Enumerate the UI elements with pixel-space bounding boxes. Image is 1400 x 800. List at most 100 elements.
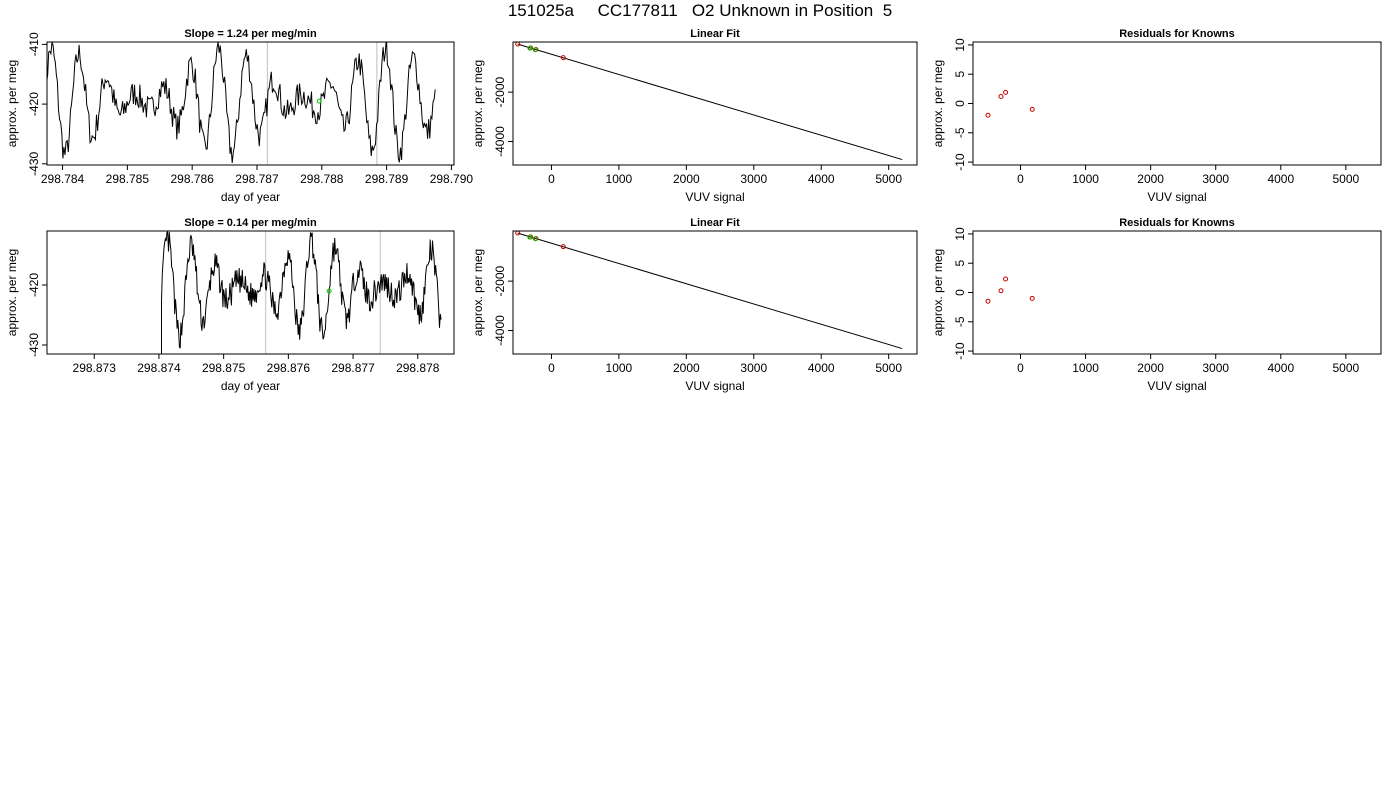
x-tick-label: 3000	[1202, 361, 1229, 375]
x-tick-label: 298.874	[137, 361, 181, 375]
y-tick-label: -10	[953, 342, 967, 360]
x-tick-label: 2000	[673, 172, 700, 186]
x-tick-label: 3000	[740, 361, 767, 375]
unknown-point	[316, 98, 322, 104]
x-axis-title: day of year	[221, 190, 280, 204]
x-tick-label: 1000	[1072, 172, 1099, 186]
plot-area	[47, 42, 436, 165]
series-line	[47, 42, 436, 164]
x-tick-label: 0	[548, 172, 555, 186]
plot-frame	[512, 41, 918, 166]
x-tick-label: 298.876	[267, 361, 311, 375]
unknown-point	[527, 45, 533, 51]
y-tick-label: -4000	[493, 315, 507, 346]
known-point	[560, 55, 566, 61]
y-tick-label: -430	[27, 151, 41, 175]
plot-frame	[46, 230, 455, 355]
y-tick-label: -420	[27, 92, 41, 116]
y-tick-label: 10	[953, 227, 967, 241]
x-tick-label: 0	[1017, 361, 1024, 375]
x-tick-label: 298.785	[106, 172, 150, 186]
panel-res2: Residuals for Knowns 0 1000 2000 3000 4000 500…	[931, 217, 1382, 393]
x-tick-label: 5000	[1333, 172, 1360, 186]
unknown-point	[326, 288, 332, 294]
unknown-point	[532, 236, 538, 242]
y-axis-title: approx. per meg	[5, 60, 19, 147]
x-tick-label: 0	[548, 361, 555, 375]
x-tick-label: 3000	[740, 172, 767, 186]
x-axis-title: day of year	[221, 379, 280, 393]
plot-frame	[512, 230, 918, 355]
known-point	[985, 298, 991, 304]
fit-line	[517, 232, 903, 350]
plot-frame	[972, 41, 1382, 166]
y-tick-label: -10	[953, 153, 967, 171]
known-point	[985, 112, 991, 118]
x-axis-title: VUV signal	[685, 190, 744, 204]
x-tick-label: 298.786	[170, 172, 214, 186]
x-axis-title: VUV signal	[1147, 190, 1206, 204]
x-tick-label: 4000	[1267, 172, 1294, 186]
plot-frame	[972, 230, 1382, 355]
plot-area	[515, 231, 903, 350]
plot-frame	[46, 41, 455, 166]
panel-fit1: Linear Fit 0 1000 2000 3000 4000 5000 -2000 -400…	[471, 28, 918, 204]
plot-area	[47, 231, 442, 354]
y-tick-label: -2000	[493, 265, 507, 296]
y-axis-title: approx. per meg	[471, 60, 485, 147]
y-axis-title: approx. per meg	[471, 249, 485, 336]
x-tick-label: 298.877	[331, 361, 375, 375]
y-tick-label: 10	[953, 38, 967, 52]
panel-title: Linear Fit	[690, 28, 740, 40]
x-tick-label: 3000	[1202, 172, 1229, 186]
x-tick-label: 5000	[1333, 361, 1360, 375]
unknown-point	[527, 234, 533, 240]
y-axis-title: approx. per meg	[5, 249, 19, 336]
x-tick-label: 1000	[1072, 361, 1099, 375]
series-line	[47, 231, 442, 354]
panel-title: Linear Fit	[690, 217, 740, 229]
panel-title: Slope = 1.24 per meg/min	[184, 28, 317, 40]
x-tick-label: 0	[1017, 172, 1024, 186]
known-point	[1003, 276, 1009, 282]
x-tick-label: 298.878	[396, 361, 440, 375]
y-tick-label: -430	[27, 333, 41, 357]
known-point	[1029, 106, 1035, 112]
x-tick-label: 2000	[1137, 172, 1164, 186]
y-axis-title: approx. per meg	[931, 60, 945, 147]
panel-title: Residuals for Knowns	[1119, 217, 1235, 229]
x-tick-label: 4000	[808, 361, 835, 375]
x-tick-label: 2000	[1137, 361, 1164, 375]
y-axis-title: approx. per meg	[931, 249, 945, 336]
panel-title: Residuals for Knowns	[1119, 28, 1235, 40]
y-tick-label: -4000	[493, 126, 507, 157]
x-tick-label: 298.790	[430, 172, 474, 186]
y-tick-label: 0	[953, 100, 967, 107]
x-tick-label: 4000	[1267, 361, 1294, 375]
x-tick-label: 5000	[875, 361, 902, 375]
x-tick-label: 4000	[808, 172, 835, 186]
y-tick-label: 0	[953, 289, 967, 296]
fit-line	[517, 43, 903, 161]
x-tick-label: 298.873	[73, 361, 117, 375]
panel-fit2: Linear Fit 0 1000 2000 3000 4000 5000 -2000 -400…	[471, 217, 918, 393]
x-axis-title: VUV signal	[685, 379, 744, 393]
y-tick-label: -5	[953, 316, 967, 327]
known-point	[998, 288, 1004, 294]
panel-res1: Residuals for Knowns 0 1000 2000 3000 4000 500…	[931, 28, 1382, 204]
panel-ts2: Slope = 0.14 per meg/min 298.873 298.874 29…	[5, 217, 455, 393]
unknown-point	[532, 47, 538, 53]
plot-area	[515, 42, 903, 161]
panel-title: Slope = 0.14 per meg/min	[184, 217, 317, 229]
panel-ts1: Slope = 1.24 per meg/min 298.784 298.785 29…	[5, 28, 473, 204]
y-tick-label: -5	[953, 127, 967, 138]
known-point	[560, 244, 566, 250]
plot-area	[985, 89, 1035, 118]
x-tick-label: 298.788	[300, 172, 344, 186]
known-point	[1029, 295, 1035, 301]
plot-area	[985, 276, 1035, 304]
x-tick-label: 5000	[875, 172, 902, 186]
x-tick-label: 2000	[673, 361, 700, 375]
page-title: 151025a CC177811 O2 Unknown in Position …	[507, 1, 893, 20]
